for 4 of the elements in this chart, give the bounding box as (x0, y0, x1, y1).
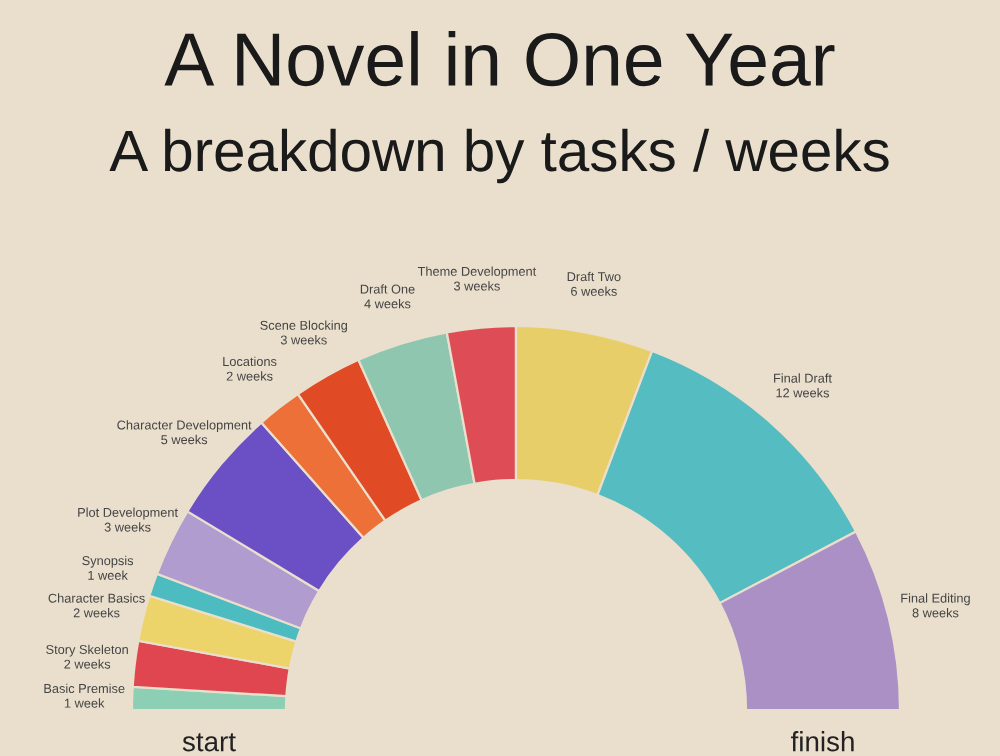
chart-title: A Novel in One Year (164, 31, 835, 87)
text: start (182, 733, 236, 752)
chart-subtitle: A breakdown by tasks / weeks (109, 128, 889, 184)
text: finish (790, 731, 854, 752)
